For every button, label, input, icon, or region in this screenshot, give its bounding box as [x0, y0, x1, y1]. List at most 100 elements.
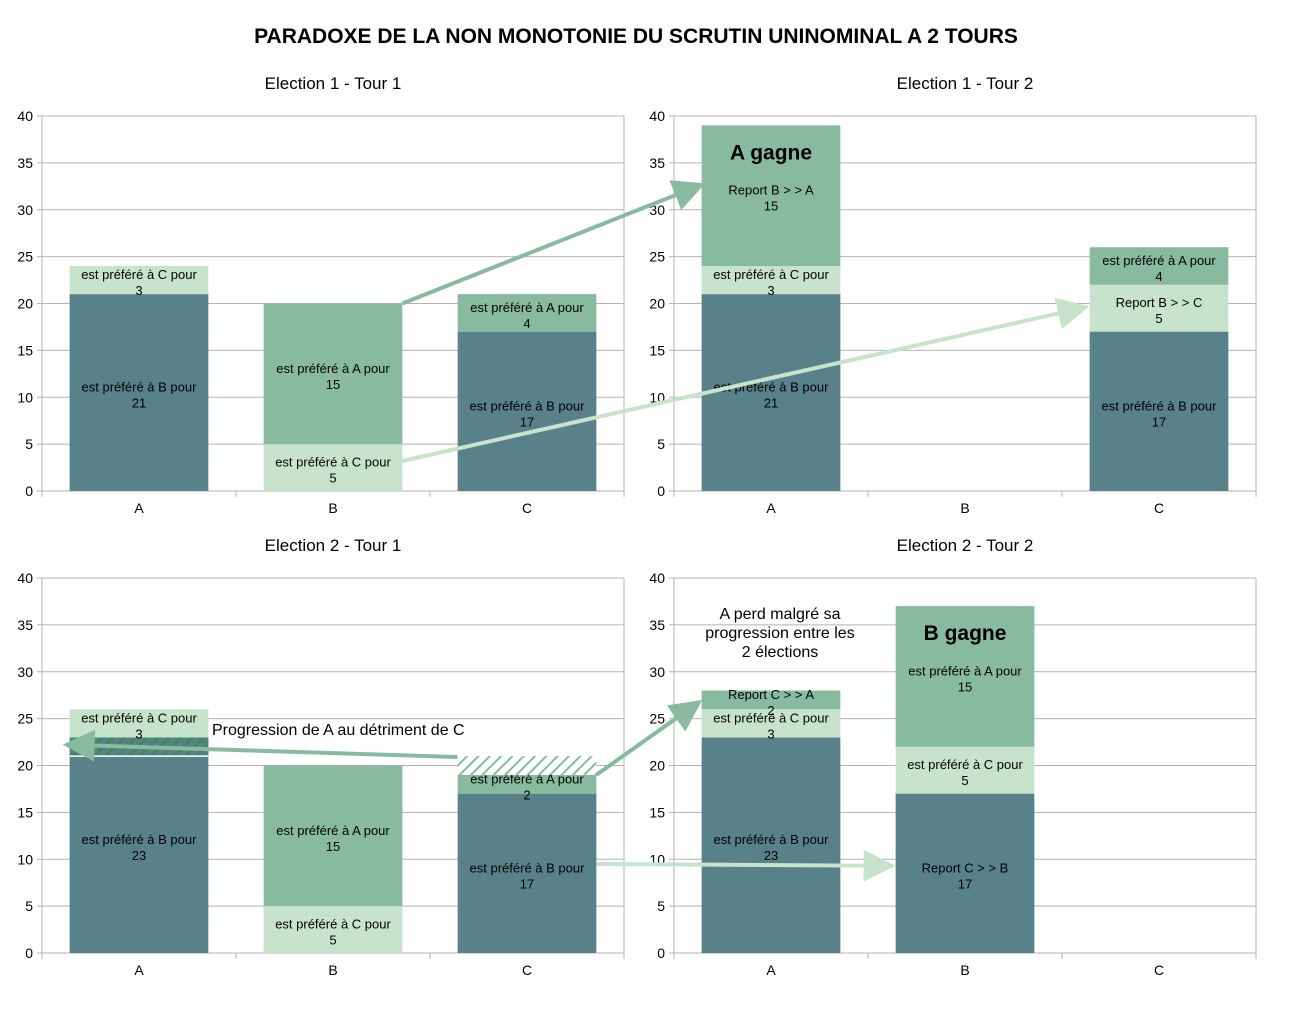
y-tick-label: 15: [17, 342, 33, 358]
data-label: est préféré à B pour: [1102, 398, 1218, 413]
y-tick-label: 25: [649, 711, 665, 727]
bar-segment: [1089, 284, 1229, 332]
bar-segment: [69, 294, 209, 491]
data-value: 3: [135, 726, 142, 741]
data-value: 23: [132, 848, 146, 863]
bar-segment: [69, 266, 209, 295]
data-value: 15: [326, 839, 340, 854]
bar-segment: [457, 331, 597, 491]
bar-segment: [69, 737, 209, 953]
data-label: Report C > > A: [728, 687, 814, 702]
data-value: 5: [961, 773, 968, 788]
y-tick-label: 25: [649, 249, 665, 265]
y-tick-label: 15: [649, 342, 665, 358]
data-label: est préféré à C pour: [907, 757, 1023, 772]
data-value: 4: [523, 316, 530, 331]
bar-segment: [263, 906, 403, 953]
x-tick-label: B: [328, 962, 337, 978]
y-tick-label: 30: [17, 664, 33, 680]
transfer-arrow-b-to-a: [401, 180, 706, 306]
data-label: Report B > > C: [1116, 295, 1203, 310]
bar-segment: [701, 266, 841, 295]
y-tick-label: 25: [17, 711, 33, 727]
data-label: Report B > > A: [728, 183, 814, 198]
annotation-text: Progression de A au détriment de C: [212, 722, 465, 739]
data-value: 3: [767, 283, 774, 298]
data-value: 21: [132, 396, 146, 411]
bar-segment: [895, 746, 1035, 794]
data-label: est préféré à B pour: [470, 860, 586, 875]
data-label: Report C > > B: [922, 860, 1009, 875]
bar-segment: [701, 709, 841, 738]
bar-segment: [457, 756, 597, 775]
bar-segment: [1089, 331, 1229, 491]
bar-segment: [263, 444, 403, 491]
y-tick-label: 30: [17, 202, 33, 218]
data-label: est préféré à C pour: [713, 267, 829, 282]
data-value: 17: [520, 876, 534, 891]
x-tick-label: A: [766, 962, 776, 978]
data-label: est préféré à A pour: [908, 663, 1022, 678]
y-tick-label: 35: [649, 155, 665, 171]
data-label: est préféré à A pour: [470, 300, 584, 315]
y-tick-label: 0: [25, 945, 33, 961]
x-tick-label: B: [960, 500, 969, 516]
data-value: 15: [764, 199, 778, 214]
bar-segment: [457, 774, 597, 794]
y-tick-label: 5: [25, 898, 33, 914]
x-tick-label: B: [328, 500, 337, 516]
bar-segment: [895, 606, 1035, 747]
bar-segment: [895, 793, 1035, 953]
chart-title: Election 2 - Tour 2: [897, 536, 1034, 555]
data-label: est préféré à C pour: [275, 917, 391, 932]
y-tick-label: 25: [17, 249, 33, 265]
data-value: 2: [767, 703, 774, 718]
data-value: 17: [958, 876, 972, 891]
data-value: 5: [329, 933, 336, 948]
data-value: 5: [1155, 311, 1162, 326]
x-tick-label: C: [1154, 500, 1164, 516]
chart-title: Election 1 - Tour 1: [265, 74, 402, 93]
data-value: 23: [764, 848, 778, 863]
y-tick-label: 10: [17, 389, 33, 405]
x-tick-label: B: [960, 962, 969, 978]
annotation-text: A perd malgré sa: [720, 606, 841, 623]
transfer-arrow-c-to-b: [596, 849, 896, 882]
data-label: est préféré à A pour: [470, 771, 584, 786]
data-label: est préféré à A pour: [276, 361, 390, 376]
y-tick-label: 0: [657, 483, 665, 499]
bar-segment: [457, 793, 597, 953]
transfer-arrow-b-to-c: [401, 297, 1090, 463]
data-label: est préféré à B pour: [82, 832, 198, 847]
bar-segment: [263, 303, 403, 445]
bar-segment: [457, 294, 597, 332]
bar-segment: [701, 737, 841, 953]
data-label: est préféré à B pour: [470, 398, 586, 413]
data-label: est préféré à C pour: [81, 710, 197, 725]
data-label: est préféré à C pour: [81, 267, 197, 282]
y-tick-label: 35: [649, 617, 665, 633]
y-tick-label: 0: [25, 483, 33, 499]
winner-label: B gagne: [924, 622, 1007, 645]
x-tick-label: C: [522, 962, 532, 978]
bar-segment: [1089, 247, 1229, 285]
y-tick-label: 5: [657, 436, 665, 452]
bar-segment: [701, 294, 841, 491]
bar-segment: [263, 765, 403, 907]
y-tick-label: 40: [17, 108, 33, 124]
data-value: 15: [958, 679, 972, 694]
y-tick-label: 10: [17, 851, 33, 867]
data-label: est préféré à B pour: [82, 380, 198, 395]
chart-title: Election 1 - Tour 2: [897, 74, 1034, 93]
data-value: 5: [329, 471, 336, 486]
x-tick-label: C: [1154, 962, 1164, 978]
y-tick-label: 40: [17, 570, 33, 586]
data-label: est préféré à A pour: [276, 823, 390, 838]
chart-title: Election 2 - Tour 1: [265, 536, 402, 555]
y-tick-label: 5: [657, 898, 665, 914]
main-title: PARADOXE DE LA NON MONOTONIE DU SCRUTIN …: [254, 25, 1018, 48]
data-value: 15: [326, 377, 340, 392]
